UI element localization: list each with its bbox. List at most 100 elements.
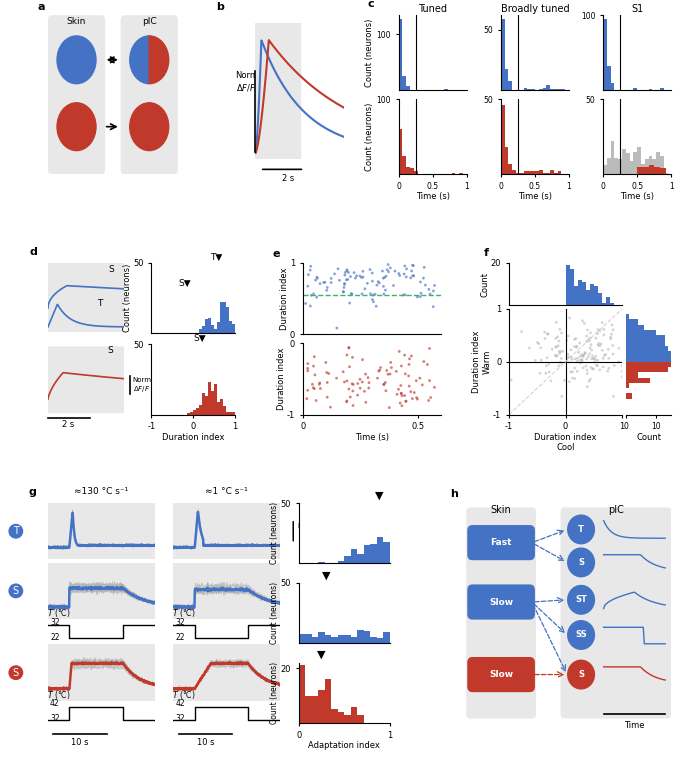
Point xyxy=(606,331,616,343)
Bar xyxy=(199,405,202,415)
Point xyxy=(588,363,599,375)
Bar xyxy=(383,542,390,563)
Point xyxy=(341,349,352,361)
Bar xyxy=(626,346,669,351)
Point xyxy=(536,354,547,366)
Y-axis label: Count (neurons): Count (neurons) xyxy=(364,103,374,171)
Point xyxy=(593,339,603,352)
Point xyxy=(338,366,349,378)
FancyBboxPatch shape xyxy=(173,503,280,559)
Point xyxy=(587,363,598,375)
Text: a: a xyxy=(38,2,45,12)
Bar xyxy=(319,562,325,563)
Point xyxy=(408,269,419,282)
Bar xyxy=(306,696,312,723)
Point xyxy=(302,365,313,377)
Point xyxy=(378,378,389,390)
Y-axis label: Count (neurons): Count (neurons) xyxy=(270,582,279,644)
Bar xyxy=(190,412,193,415)
Bar xyxy=(312,637,319,643)
Point xyxy=(343,342,354,354)
Point xyxy=(396,387,407,400)
Point xyxy=(559,374,570,387)
Y-axis label: Duration index: Duration index xyxy=(279,267,288,330)
Bar xyxy=(383,632,390,643)
Text: h: h xyxy=(450,489,458,498)
Bar xyxy=(652,160,656,174)
Point xyxy=(569,362,580,374)
Point xyxy=(322,391,333,403)
Point xyxy=(616,371,627,383)
Point xyxy=(593,323,603,336)
Point xyxy=(564,376,575,388)
Point xyxy=(580,360,591,372)
FancyBboxPatch shape xyxy=(46,346,126,413)
Circle shape xyxy=(568,585,595,614)
Bar xyxy=(187,413,190,415)
Circle shape xyxy=(57,103,96,151)
Bar xyxy=(512,170,516,174)
Point xyxy=(388,279,399,291)
Point xyxy=(585,342,596,354)
Bar xyxy=(505,68,508,91)
Point xyxy=(423,394,434,406)
Text: 2 s: 2 s xyxy=(62,420,75,429)
Text: ▼: ▼ xyxy=(322,571,330,581)
Text: f: f xyxy=(484,248,489,258)
Point xyxy=(395,269,406,282)
Bar xyxy=(626,351,685,356)
Text: pIC: pIC xyxy=(608,505,624,515)
Circle shape xyxy=(57,36,96,84)
Bar xyxy=(344,715,351,723)
Text: Norm.
$\Delta F/F$: Norm. $\Delta F/F$ xyxy=(297,523,319,540)
Text: ST: ST xyxy=(575,595,587,604)
Point xyxy=(302,280,313,292)
Point xyxy=(551,350,562,362)
Bar xyxy=(202,393,205,415)
Text: S▼: S▼ xyxy=(178,279,191,288)
Bar xyxy=(402,75,406,91)
Bar xyxy=(299,665,306,723)
Point xyxy=(404,353,415,365)
Bar xyxy=(538,170,543,174)
Point xyxy=(585,373,596,385)
Point xyxy=(354,270,365,282)
X-axis label: Count: Count xyxy=(636,432,661,441)
Bar xyxy=(414,171,418,174)
Point xyxy=(364,263,375,275)
Point xyxy=(551,350,562,362)
Bar xyxy=(626,314,629,320)
Point xyxy=(569,372,580,384)
Point xyxy=(592,328,603,340)
Point xyxy=(569,333,580,345)
FancyBboxPatch shape xyxy=(466,508,536,718)
Text: S▼: S▼ xyxy=(193,333,206,342)
Point xyxy=(577,350,588,362)
Bar xyxy=(626,325,644,330)
Point xyxy=(351,269,362,282)
Point xyxy=(382,365,393,377)
Bar xyxy=(637,148,641,174)
Point xyxy=(428,285,439,297)
Point xyxy=(357,376,368,388)
Point xyxy=(566,344,577,356)
Point xyxy=(554,356,565,368)
Bar xyxy=(649,89,652,91)
Point xyxy=(597,317,608,329)
Title: S1: S1 xyxy=(631,5,643,14)
Point xyxy=(418,272,429,284)
FancyBboxPatch shape xyxy=(121,15,178,174)
Point xyxy=(590,350,601,362)
Point xyxy=(393,267,404,279)
Circle shape xyxy=(568,548,595,577)
Point xyxy=(584,375,595,387)
Point xyxy=(415,275,426,288)
Point xyxy=(358,271,369,283)
Bar xyxy=(569,269,573,305)
Text: 22: 22 xyxy=(175,632,185,642)
Point xyxy=(401,395,412,407)
Bar xyxy=(226,307,229,333)
Bar xyxy=(543,173,547,174)
Text: S: S xyxy=(108,265,114,274)
Point xyxy=(580,347,590,359)
